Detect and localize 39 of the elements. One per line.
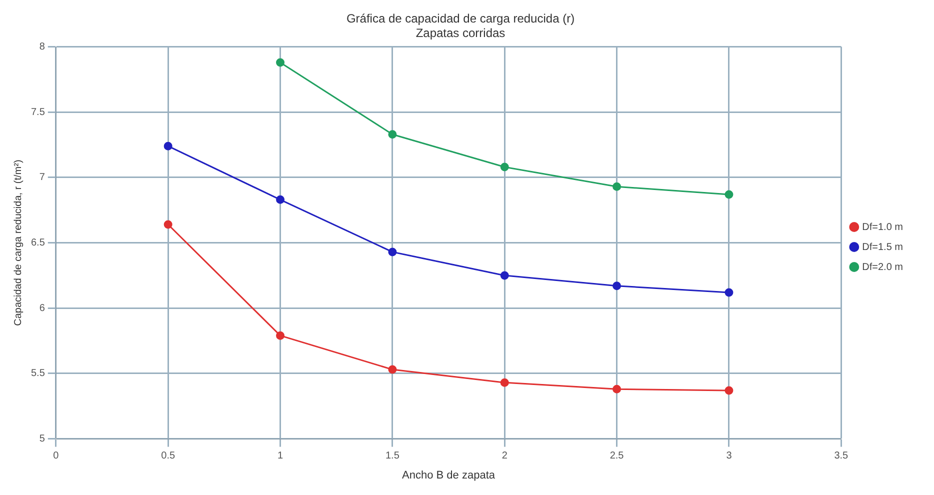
- point: [612, 182, 622, 191]
- legend-label: Df=1.0 m: [862, 222, 904, 233]
- x-tick-label: 0: [53, 450, 60, 462]
- point: [500, 162, 509, 172]
- y-axis-title: Capacidad de carga reducida, r (t/m²): [12, 160, 24, 326]
- point: [276, 58, 285, 67]
- point: [612, 384, 622, 394]
- x-tick-label: 2: [502, 450, 508, 462]
- point: [500, 378, 509, 387]
- point: [276, 195, 285, 204]
- x-tick-label: 1.5: [385, 450, 400, 462]
- point: [388, 365, 397, 374]
- point: [500, 271, 509, 280]
- point: [164, 142, 172, 150]
- y-tick-label: 7.5: [30, 106, 46, 118]
- point: [724, 190, 734, 199]
- point: [388, 248, 397, 256]
- y-tick-label: 6: [39, 302, 46, 314]
- x-tick-label: 0.5: [161, 450, 176, 462]
- point: [388, 130, 397, 139]
- point: [724, 386, 734, 395]
- legend-label: Df=2.0 m: [862, 262, 904, 273]
- point: [164, 220, 172, 229]
- y-tick-label: 7: [39, 172, 46, 184]
- point: [276, 331, 285, 340]
- point: [612, 282, 622, 290]
- x-tick-label: 3: [726, 450, 732, 462]
- y-tick-label: 5.5: [30, 368, 46, 380]
- chart-title: Gráfica de capacidad de carga reducida (r): [346, 12, 575, 26]
- point: [724, 288, 734, 297]
- y-tick-label: 6.5: [30, 238, 46, 249]
- x-tick-label: 2.5: [610, 450, 624, 462]
- x-tick-label: 1: [277, 450, 284, 462]
- y-tick-label: 8: [39, 42, 46, 53]
- legend-label: Df=1.5 m: [862, 242, 904, 253]
- chart-subtitle: Zapatas corridas: [416, 26, 506, 40]
- x-axis-title: Ancho B de zapata: [402, 469, 496, 482]
- y-tick-label: 5: [39, 434, 46, 445]
- x-tick-label: 3.5: [834, 450, 849, 462]
